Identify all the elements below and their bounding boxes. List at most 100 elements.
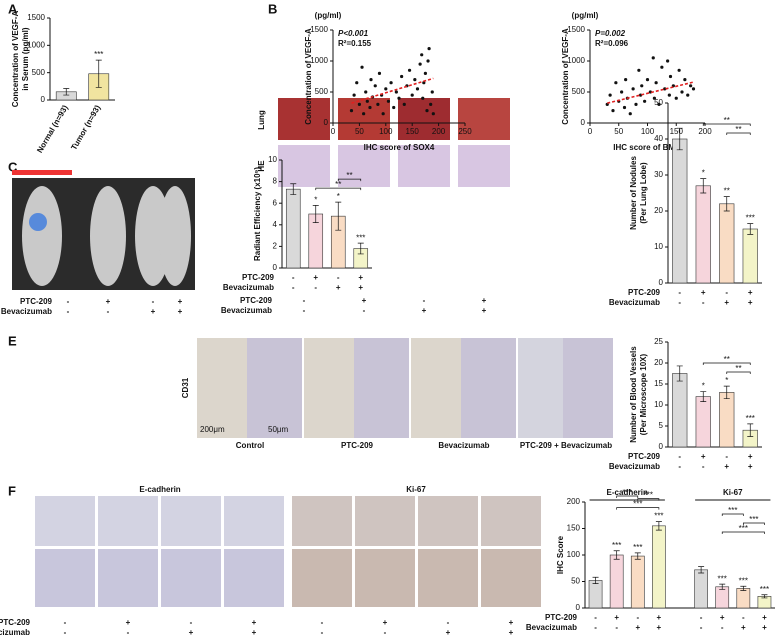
condition-mark: + — [509, 628, 514, 637]
point — [415, 87, 420, 91]
significance: *** — [612, 541, 621, 550]
point — [614, 81, 618, 85]
y-axis-title: Concentration of VEGF-A — [561, 28, 570, 125]
point — [349, 109, 354, 113]
x-tick-label: Normal (n=93) — [35, 103, 70, 154]
condition-label: PTC-209 — [0, 618, 31, 627]
point — [413, 78, 417, 82]
mouse — [90, 186, 126, 286]
bar — [719, 203, 735, 284]
condition-mark: + — [178, 297, 183, 306]
point — [645, 78, 650, 82]
ihc-images — [35, 496, 541, 607]
condition-mark: + — [741, 623, 746, 632]
y-tick-label: 1500 — [567, 25, 585, 34]
point — [628, 112, 632, 116]
ihc-low-mag — [98, 496, 158, 546]
y-tick-label: 6 — [273, 198, 278, 207]
color-bar — [12, 170, 72, 175]
point — [407, 68, 412, 72]
error-bar — [63, 88, 70, 96]
point — [631, 87, 635, 91]
point — [410, 93, 414, 97]
condition-mark: - — [725, 452, 728, 461]
condition-label: Bevacizumab — [526, 623, 577, 632]
high-mag — [461, 338, 516, 438]
y-tick-label: 0 — [273, 263, 278, 272]
point — [608, 93, 612, 97]
point — [392, 105, 396, 110]
condition-mark: + — [724, 462, 729, 471]
point — [384, 87, 388, 91]
condition-mark: - — [303, 306, 306, 315]
condition-mark: - — [107, 307, 110, 316]
condition-mark: + — [762, 613, 767, 622]
point — [381, 112, 385, 116]
x-tick-label: 150 — [670, 127, 684, 136]
significance: * — [314, 195, 317, 204]
panel-label: A — [8, 1, 18, 16]
condition-mark: + — [313, 273, 318, 282]
condition-mark: + — [151, 307, 156, 316]
lung-photo — [278, 98, 330, 140]
point — [683, 78, 687, 82]
condition-mark: - — [678, 452, 681, 461]
condition-mark: + — [482, 296, 487, 305]
condition-mark: - — [423, 296, 426, 305]
point — [680, 90, 684, 94]
bracket-label: *** — [633, 500, 642, 509]
point — [667, 93, 671, 97]
ihc-high-mag — [418, 549, 478, 607]
bar — [672, 138, 688, 284]
condition-mark: - — [303, 296, 306, 305]
y-tick-label: 10 — [654, 400, 663, 409]
condition-mark: - — [594, 623, 597, 632]
point — [686, 93, 690, 97]
condition-mark: - — [700, 613, 703, 622]
scale-bar-label: 50μm — [268, 425, 289, 434]
point — [652, 96, 657, 100]
x-tick-label: 200 — [432, 127, 446, 136]
ihc-high-mag — [35, 549, 95, 607]
condition-mark: + — [383, 618, 388, 627]
point — [389, 81, 393, 85]
condition-mark: - — [292, 273, 295, 282]
legend-entry: E-cadherin — [607, 488, 648, 497]
condition-mark: + — [446, 628, 451, 637]
condition-mark: + — [701, 288, 706, 297]
significance: * — [337, 192, 340, 201]
ihc-low-mag — [292, 496, 352, 546]
point — [394, 90, 398, 94]
condition-mark: + — [189, 628, 194, 637]
condition-mark: - — [363, 306, 366, 315]
point — [418, 62, 422, 66]
error-bar — [719, 583, 726, 590]
bar — [694, 569, 708, 609]
condition-mark: - — [636, 613, 639, 622]
point — [420, 53, 424, 57]
condition-mark: - — [337, 273, 340, 282]
y-tick-label: 20 — [654, 358, 663, 367]
bracket — [616, 495, 639, 498]
group-label: Control — [236, 441, 264, 450]
scale-bar-label: 200μm — [200, 425, 225, 434]
he-image — [458, 145, 510, 187]
y-tick-label: 100 — [567, 550, 581, 559]
condition-mark: + — [657, 613, 662, 622]
bar — [719, 392, 735, 448]
bracket-label: ** — [735, 364, 741, 373]
low-mag — [197, 338, 247, 438]
point — [422, 81, 426, 85]
y-tick-label: 500 — [572, 87, 586, 96]
point — [677, 68, 681, 72]
unit-label: (pg/ml) — [572, 11, 599, 20]
point — [622, 105, 627, 110]
bar — [672, 373, 688, 448]
signal — [29, 213, 47, 231]
point — [352, 93, 356, 97]
point — [368, 105, 372, 110]
y-tick-label: 2 — [273, 242, 278, 251]
condition-label: PTC-209 — [242, 273, 275, 282]
y-tick-label: 25 — [654, 337, 663, 346]
